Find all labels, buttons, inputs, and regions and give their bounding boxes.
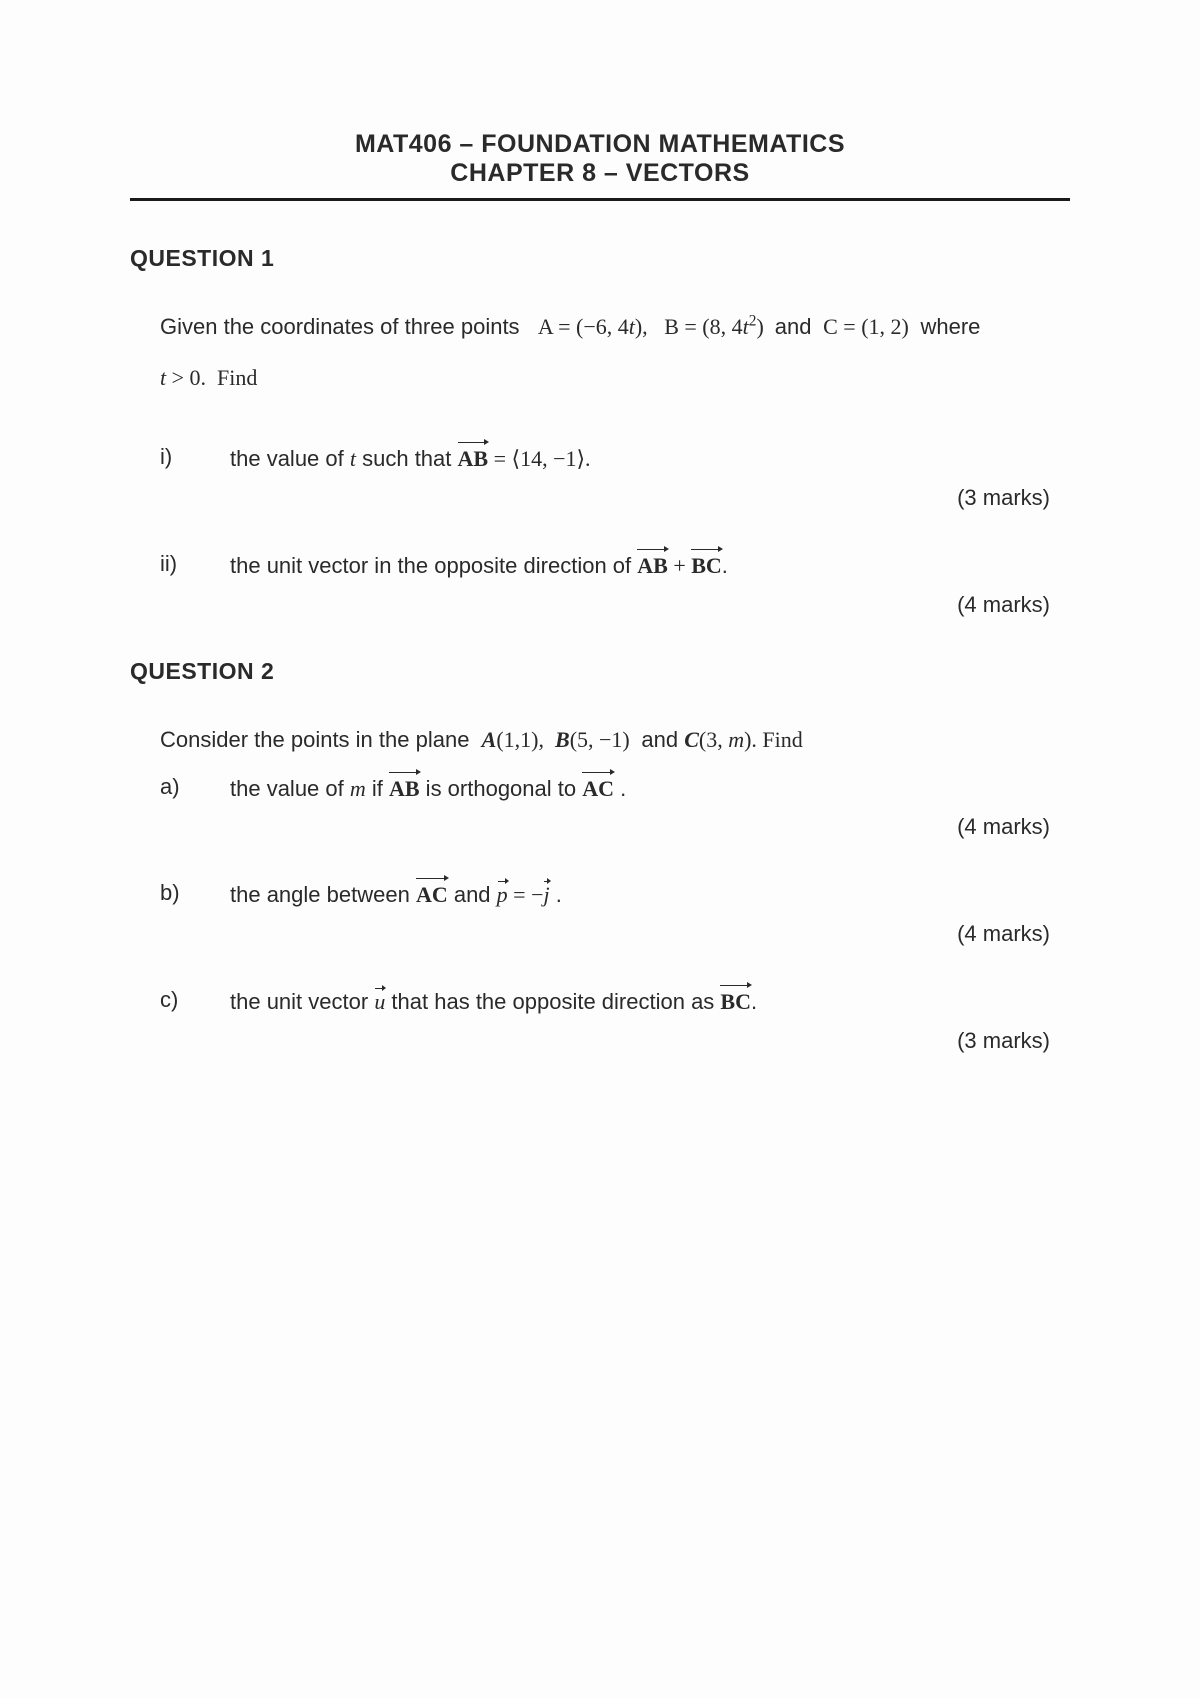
point-B: B = (8, 4t2) (664, 314, 775, 339)
text: Given the coordinates of three points (160, 314, 532, 339)
vector-AB: AB (389, 774, 420, 805)
point-A: A = (−6, 4t), (538, 314, 664, 339)
where: where (920, 314, 980, 339)
page-header: MAT406 – FOUNDATION MATHEMATICS CHAPTER … (130, 130, 1070, 188)
and: and (775, 314, 812, 339)
q2-part-a: a) the value of m if AB is orthogonal to… (160, 774, 1070, 805)
vector-p: p (497, 880, 508, 911)
vector-AB: AB (637, 551, 668, 582)
cond: > 0. Find (166, 365, 257, 390)
part-body: the value of t such that AB = ⟨14, −1⟩. (230, 444, 1070, 475)
question-1-title: QUESTION 1 (130, 245, 1070, 272)
vector-AC: AC (582, 774, 614, 805)
q2-c-marks: (3 marks) (130, 1028, 1050, 1054)
chapter-title: CHAPTER 8 – VECTORS (130, 159, 1070, 188)
document-page: MAT406 – FOUNDATION MATHEMATICS CHAPTER … (0, 0, 1200, 1698)
header-rule (130, 198, 1070, 201)
point-C: C = (1, 2) (818, 314, 915, 339)
vector-BC: BC (691, 551, 722, 582)
part-body: the angle between AC and p = −j . (230, 880, 1070, 911)
q1-i-marks: (3 marks) (130, 485, 1050, 511)
part-label: b) (160, 880, 230, 906)
q1-intro-line2: t > 0. Find (160, 361, 1070, 394)
part-label: a) (160, 774, 230, 800)
vector-AC: AC (416, 880, 448, 911)
q2-part-b: b) the angle between AC and p = −j . (160, 880, 1070, 911)
part-label: i) (160, 444, 230, 470)
part-label: ii) (160, 551, 230, 577)
part-label: c) (160, 987, 230, 1013)
q1-part-ii: ii) the unit vector in the opposite dire… (160, 551, 1070, 582)
question-2-title: QUESTION 2 (130, 658, 1070, 685)
q1-part-i: i) the value of t such that AB = ⟨14, −1… (160, 444, 1070, 475)
part-body: the unit vector in the opposite directio… (230, 551, 1070, 582)
q1-ii-marks: (4 marks) (130, 592, 1050, 618)
q1-intro-line1: Given the coordinates of three points A … (160, 310, 1070, 343)
part-body: the value of m if AB is orthogonal to AC… (230, 774, 1070, 805)
q2-a-marks: (4 marks) (130, 814, 1050, 840)
vector-AB: AB (458, 444, 489, 475)
q2-intro: Consider the points in the plane A(1,1),… (160, 723, 1070, 756)
q2-part-c: c) the unit vector u that has the opposi… (160, 987, 1070, 1018)
vector-j: j (543, 880, 549, 911)
part-body: the unit vector u that has the opposite … (230, 987, 1070, 1018)
q2-b-marks: (4 marks) (130, 921, 1050, 947)
vector-BC: BC (720, 987, 751, 1018)
course-code: MAT406 – FOUNDATION MATHEMATICS (130, 130, 1070, 159)
vector-u: u (374, 987, 385, 1018)
